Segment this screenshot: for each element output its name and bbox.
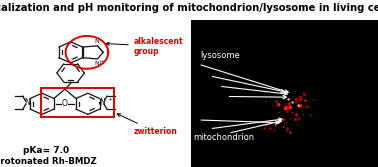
Text: N: N — [99, 98, 105, 107]
Text: localization and pH monitoring of mitochondrion/lysosome in living cells: localization and pH monitoring of mitoch… — [0, 3, 378, 13]
Text: pKa= 7.0: pKa= 7.0 — [23, 146, 69, 155]
Text: lysosome: lysosome — [200, 51, 240, 60]
Text: protonated Rh-BMDZ: protonated Rh-BMDZ — [0, 157, 97, 166]
Text: N: N — [94, 61, 99, 66]
Text: zwitterion: zwitterion — [117, 114, 178, 136]
Text: mitochondrion: mitochondrion — [193, 133, 254, 142]
Text: N: N — [94, 39, 99, 44]
Text: alkalescent
group: alkalescent group — [106, 37, 183, 56]
Text: H: H — [99, 60, 103, 65]
Text: O: O — [62, 99, 68, 108]
Text: N: N — [25, 98, 31, 107]
Text: +: + — [107, 97, 112, 102]
Bar — [40, 88, 114, 117]
